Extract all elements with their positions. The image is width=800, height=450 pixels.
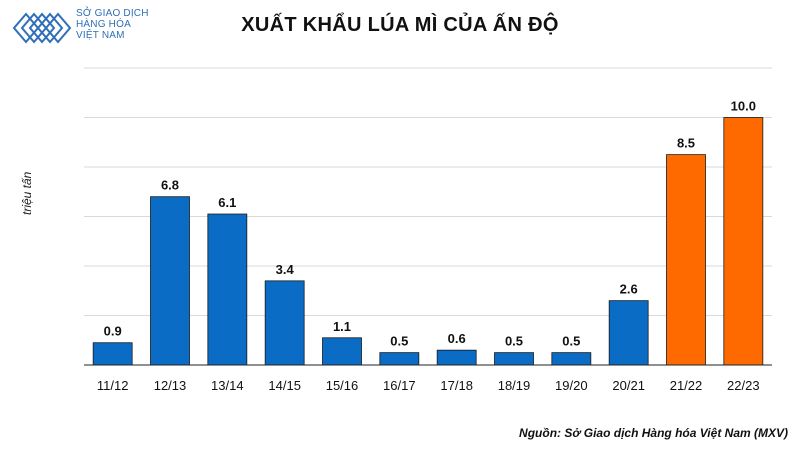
value-label: 0.6 [448, 331, 466, 346]
x-tick-label: 11/12 [97, 378, 129, 393]
bar-21-22 [666, 154, 706, 366]
bar-18-19 [494, 352, 534, 366]
bar-11-12 [92, 342, 133, 366]
value-label: 0.5 [562, 334, 580, 349]
x-tick-labels: 11/12 12/13 13/14 14/15 15/16 16/17 17/18 18/19… [97, 378, 760, 393]
chart-title: XUẤT KHẨU LÚA MÌ CỦA ẤN ĐỘ [241, 14, 559, 36]
logo-line-3: VIỆT NAM [76, 30, 125, 41]
logo-mark-icon [12, 12, 72, 44]
x-tick-label: 14/15 [268, 378, 301, 393]
value-label: 0.5 [505, 334, 523, 349]
value-label: 2.6 [620, 282, 638, 297]
logo-text: SỞ GIAO DỊCH HÀNG HÓA VIỆT NAM [76, 8, 149, 41]
bar-20-21 [608, 300, 649, 366]
logo [12, 12, 72, 44]
gridlines [84, 67, 772, 316]
x-tick-label: 15/16 [326, 378, 359, 393]
bar-19-20 [551, 352, 592, 366]
x-tick-label: 17/18 [440, 378, 473, 393]
x-tick-label: 20/21 [612, 378, 645, 393]
x-tick-label: 22/23 [727, 378, 760, 393]
logo-line-1: SỞ GIAO DỊCH [76, 8, 149, 19]
bars [92, 117, 764, 366]
bar-14-15 [264, 280, 305, 366]
x-tick-label: 19/20 [555, 378, 588, 393]
x-tick-label: 12/13 [154, 378, 187, 393]
value-label: 6.8 [161, 178, 179, 193]
x-tick-label: 21/22 [670, 378, 703, 393]
bar-12-13 [150, 196, 190, 366]
value-label: 3.4 [276, 262, 295, 277]
x-tick-label: 18/19 [498, 378, 531, 393]
source-note: Nguồn: Sở Giao dịch Hàng hóa Việt Nam (M… [519, 426, 788, 440]
value-label: 10.0 [731, 99, 756, 114]
bar-13-14 [207, 213, 248, 366]
value-label: 1.1 [333, 319, 351, 334]
bar-22-23 [723, 117, 764, 366]
x-tick-label: 13/14 [211, 378, 244, 393]
value-labels: 0.9 6.8 6.1 3.4 1.1 0.5 0.6 0.5 0.5 2.6 8.5 10.0 [104, 99, 756, 349]
value-label: 0.5 [390, 334, 408, 349]
value-label: 8.5 [677, 136, 695, 151]
bar-16-17 [379, 352, 420, 366]
value-label: 6.1 [218, 195, 236, 210]
x-tick-label: 16/17 [383, 378, 416, 393]
logo-line-2: HÀNG HÓA [76, 19, 131, 30]
bar-17-18 [436, 349, 477, 366]
value-label: 0.9 [104, 324, 122, 339]
bar-15-16 [322, 337, 362, 366]
